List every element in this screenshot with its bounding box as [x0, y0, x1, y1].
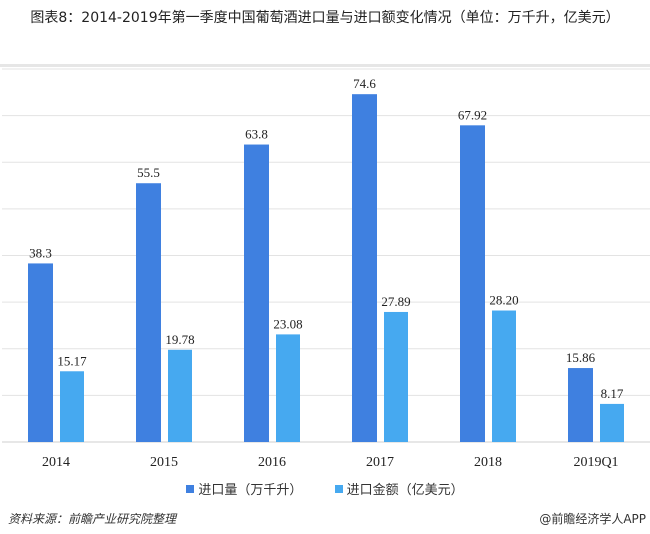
x-tick-label: 2019Q1 — [573, 455, 618, 470]
bar-volume — [460, 125, 485, 442]
data-label-value: 19.78 — [165, 332, 194, 347]
data-label-value: 23.08 — [273, 316, 302, 331]
bar-volume — [136, 183, 161, 442]
bar-volume — [568, 368, 593, 442]
source-note: 资料来源：前瞻产业研究院整理 — [8, 512, 177, 526]
x-tick-label: 2016 — [258, 455, 286, 470]
bar-value — [168, 349, 192, 442]
bar-value — [276, 334, 300, 442]
chart-title: 图表8：2014-2019年第一季度中国葡萄酒进口量与进口额变化情况（单位：万千… — [30, 10, 620, 26]
bar-value — [600, 403, 624, 442]
x-tick-label: 2015 — [150, 455, 178, 470]
legend-label-volume: 进口量（万千升） — [198, 483, 303, 498]
legend: 进口量（万千升） 进口金额（亿美元） — [0, 479, 650, 498]
bar-value — [60, 371, 84, 442]
legend-swatch-value — [334, 484, 343, 493]
bar-volume — [28, 263, 53, 442]
data-label-volume: 15.86 — [566, 350, 596, 365]
bar-volume — [244, 144, 269, 442]
legend-label-value: 进口金额（亿美元） — [346, 483, 464, 498]
credit-note: @前瞻经济学人APP — [539, 512, 646, 526]
data-label-value: 27.89 — [381, 294, 410, 309]
data-label-value: 15.17 — [57, 353, 87, 368]
x-tick-label: 2014 — [42, 455, 70, 470]
legend-swatch-volume — [186, 484, 195, 493]
title-divider — [0, 64, 650, 67]
data-label-value: 8.17 — [601, 386, 624, 401]
data-label-volume: 74.6 — [353, 76, 376, 91]
legend-item-value: 进口金额（亿美元） — [334, 479, 464, 498]
x-tick-label: 2018 — [474, 455, 502, 470]
data-label-value: 28.20 — [489, 293, 518, 308]
bar-value — [384, 311, 408, 442]
legend-item-volume: 进口量（万千升） — [186, 479, 302, 498]
data-label-volume: 38.3 — [29, 245, 52, 260]
bar-value — [492, 310, 516, 442]
data-label-volume: 67.92 — [458, 107, 487, 122]
bar-volume — [352, 94, 377, 443]
bar-chart: 38.3 15.17 2014 55.5 19.78 2015 63.8 23.08 2016 7… — [2, 68, 650, 470]
data-label-volume: 63.8 — [245, 127, 268, 142]
data-label-volume: 55.5 — [137, 165, 160, 180]
x-tick-label: 2017 — [366, 455, 394, 470]
